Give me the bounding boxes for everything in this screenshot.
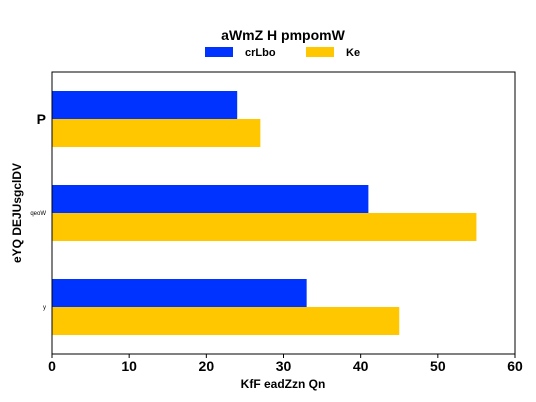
y-axis-label: eYQ DEJUsgclDV — [10, 163, 24, 263]
x-tick-label-30: 30 — [276, 358, 292, 374]
x-tick-label-40: 40 — [353, 358, 369, 374]
bar-ke-y — [52, 307, 400, 335]
x-tick-labels: 0 10 20 30 40 50 60 — [48, 354, 523, 374]
x-tick-label-20: 20 — [199, 358, 215, 374]
x-tick-label-0: 0 — [48, 358, 56, 374]
x-tick-label-10: 10 — [121, 358, 137, 374]
x-axis-label: KfF eadZzn Qn — [241, 377, 326, 391]
y-tick-label-p: P — [37, 111, 46, 127]
bar-ke-qeow — [52, 213, 477, 241]
legend-swatch-ke — [306, 47, 334, 57]
plot-area-frame — [51, 71, 516, 355]
legend-label-ke: Ke — [346, 47, 360, 59]
bars-group — [52, 91, 477, 335]
chart-title: aWmZ H pmpomW — [221, 27, 345, 43]
legend-swatch-crlbo — [205, 47, 233, 57]
y-tick-label-qeow: qeoW — [30, 211, 46, 217]
x-tick-label-50: 50 — [430, 358, 446, 374]
bar-crlbo-y — [52, 279, 307, 307]
legend: crLbo Ke — [205, 47, 360, 59]
bar-ke-p — [52, 119, 261, 147]
bar-crlbo-qeow — [52, 185, 369, 213]
legend-label-crlbo: crLbo — [245, 47, 276, 59]
bar-crlbo-p — [52, 91, 238, 119]
x-tick-label-60: 60 — [507, 358, 523, 374]
y-tick-label-y: y — [43, 305, 46, 311]
